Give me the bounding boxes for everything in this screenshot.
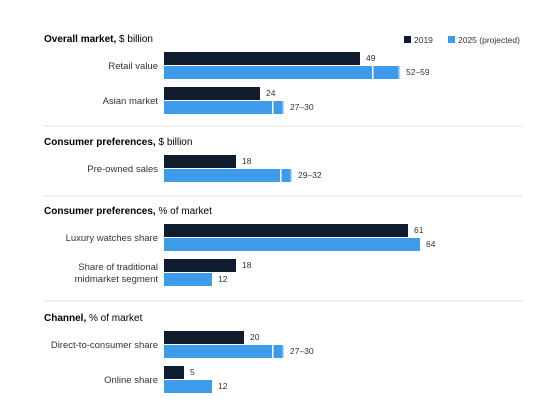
- bar-row: 5 12 Online share: [104, 366, 228, 393]
- range-marker-high: [398, 66, 400, 79]
- range-marker-low: [280, 169, 282, 182]
- category-label: Direct-to-consumer share: [51, 340, 158, 351]
- bar-2019: [164, 259, 236, 272]
- value-label-2025: 12: [218, 274, 228, 284]
- category-label: Retail value: [108, 61, 158, 72]
- value-label-2019: 49: [366, 53, 376, 63]
- category-label: Online share: [104, 375, 158, 386]
- section-title-unit: % of market: [86, 313, 142, 324]
- value-label-2025: 12: [218, 381, 228, 391]
- value-label-2019: 18: [242, 156, 252, 166]
- bar-row: 49 52–59 Retail value: [108, 52, 430, 79]
- bar-2019: [164, 224, 408, 237]
- section-title-bold: Consumer preferences,: [44, 137, 156, 148]
- value-label-2019: 5: [190, 367, 195, 377]
- category-label: Share of traditional: [78, 262, 158, 273]
- value-label-2025: 64: [426, 239, 436, 249]
- bar-2019: [164, 331, 244, 344]
- bar-2025: [164, 345, 284, 358]
- bar-2025: [164, 273, 212, 286]
- section-title-bold: Consumer preferences,: [44, 206, 156, 217]
- legend: 2019 2025 (projected): [404, 35, 520, 45]
- section-title-unit: % of market: [156, 206, 212, 217]
- legend-swatch: [448, 36, 455, 43]
- value-label-2025: 29–32: [298, 170, 322, 180]
- bar-2025: [164, 101, 284, 114]
- bar-2019: [164, 52, 360, 65]
- chart-section: Consumer preferences, $ billion 18 29–32 Pr…: [44, 137, 523, 197]
- bar-2025: [164, 66, 400, 79]
- section-title: Channel, % of market: [44, 313, 143, 324]
- legend-label: 2019: [414, 35, 433, 45]
- range-marker-low: [272, 101, 274, 114]
- section-title-bold: Overall market,: [44, 34, 116, 45]
- category-label: Luxury watches share: [66, 233, 158, 244]
- bar-2025: [164, 238, 420, 251]
- category-label: midmarket segment: [75, 274, 159, 285]
- section-title-bold: Channel,: [44, 313, 86, 324]
- value-label-2019: 24: [266, 88, 276, 98]
- bar-row: 24 27–30 Asian market: [103, 87, 314, 114]
- value-label-2019: 18: [242, 260, 252, 270]
- legend-swatch: [404, 36, 411, 43]
- value-label-2025: 52–59: [406, 67, 430, 77]
- section-title-unit: $ billion: [156, 137, 193, 148]
- bar-2019: [164, 155, 236, 168]
- range-marker-high: [282, 345, 284, 358]
- bar-2025: [164, 169, 292, 182]
- bar-2025: [164, 380, 212, 393]
- range-marker-low: [372, 66, 374, 79]
- value-label-2025: 27–30: [290, 346, 314, 356]
- chart-section: Channel, % of market 20 27–30 Direct-to-con…: [44, 313, 314, 393]
- bar-row: 20 27–30 Direct-to-consumer share: [51, 331, 314, 358]
- value-label-2025: 27–30: [290, 102, 314, 112]
- chart-section: Overall market, $ billion 49 52–59 Retail v…: [44, 34, 523, 127]
- section-title: Consumer preferences, % of market: [44, 206, 212, 217]
- value-label-2019: 61: [414, 225, 424, 235]
- section-title: Consumer preferences, $ billion: [44, 137, 192, 148]
- legend-label: 2025 (projected): [458, 35, 520, 45]
- value-label-2019: 20: [250, 332, 260, 342]
- bar-row: 18 29–32 Pre-owned sales: [87, 155, 322, 182]
- range-marker-high: [290, 169, 292, 182]
- section-title-unit: $ billion: [116, 34, 153, 45]
- category-label: Pre-owned sales: [87, 164, 158, 175]
- range-marker-low: [272, 345, 274, 358]
- chart-sections: Overall market, $ billion 49 52–59 Retail v…: [44, 34, 523, 393]
- bar-2019: [164, 366, 184, 379]
- bar-2019: [164, 87, 260, 100]
- section-title: Overall market, $ billion: [44, 34, 153, 45]
- category-label: Asian market: [103, 96, 159, 107]
- range-marker-high: [282, 101, 284, 114]
